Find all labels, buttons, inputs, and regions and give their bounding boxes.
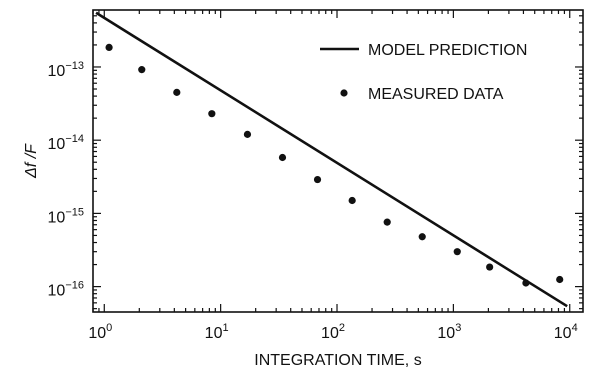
y-axis-label: Δf /F — [23, 143, 40, 179]
measured-data-point — [418, 233, 426, 241]
measured-data-point — [383, 218, 391, 226]
measured-data-point — [556, 275, 564, 284]
plot-frame — [92, 9, 584, 313]
x-tick-labels: 100 101 102 103 104 — [88, 322, 577, 342]
legend-marker-swatch — [340, 89, 348, 97]
y-tick-label: 10−15 — [48, 206, 84, 226]
measured-data-point — [486, 263, 494, 271]
measured-data-point — [208, 110, 216, 118]
y-tick-labels: 10−13 10−14 10−15 10−16 — [48, 60, 84, 300]
series-layer — [95, 11, 568, 308]
y-tick-label: 10−16 — [48, 280, 84, 300]
measured-data-point — [278, 153, 287, 162]
model-prediction-line — [95, 11, 568, 308]
x-tick-label: 103 — [437, 322, 461, 342]
y-tick-label: 10−13 — [48, 60, 84, 80]
legend-label-measured: MEASURED DATA — [368, 86, 504, 103]
x-axis-label: INTEGRATION TIME, s — [254, 352, 421, 369]
x-tick-label: 102 — [321, 322, 345, 342]
x-tick-label: 101 — [205, 322, 229, 342]
measured-data-point — [138, 66, 146, 74]
legend-label-model: MODEL PREDICTION — [368, 42, 527, 59]
legend: MODEL PREDICTION MEASURED DATA — [320, 42, 527, 103]
y-tick-label: 10−14 — [48, 133, 84, 153]
measured-data-point — [313, 175, 322, 184]
measured-data-point — [522, 279, 530, 287]
measured-data-point — [348, 196, 356, 205]
axis-ticks — [92, 10, 583, 312]
measured-data-point — [105, 43, 113, 52]
x-tick-label: 100 — [88, 322, 112, 342]
measured-data-point — [173, 88, 181, 96]
measured-data-point — [243, 130, 252, 138]
x-tick-label: 104 — [554, 322, 578, 342]
measured-data-point — [453, 248, 461, 256]
